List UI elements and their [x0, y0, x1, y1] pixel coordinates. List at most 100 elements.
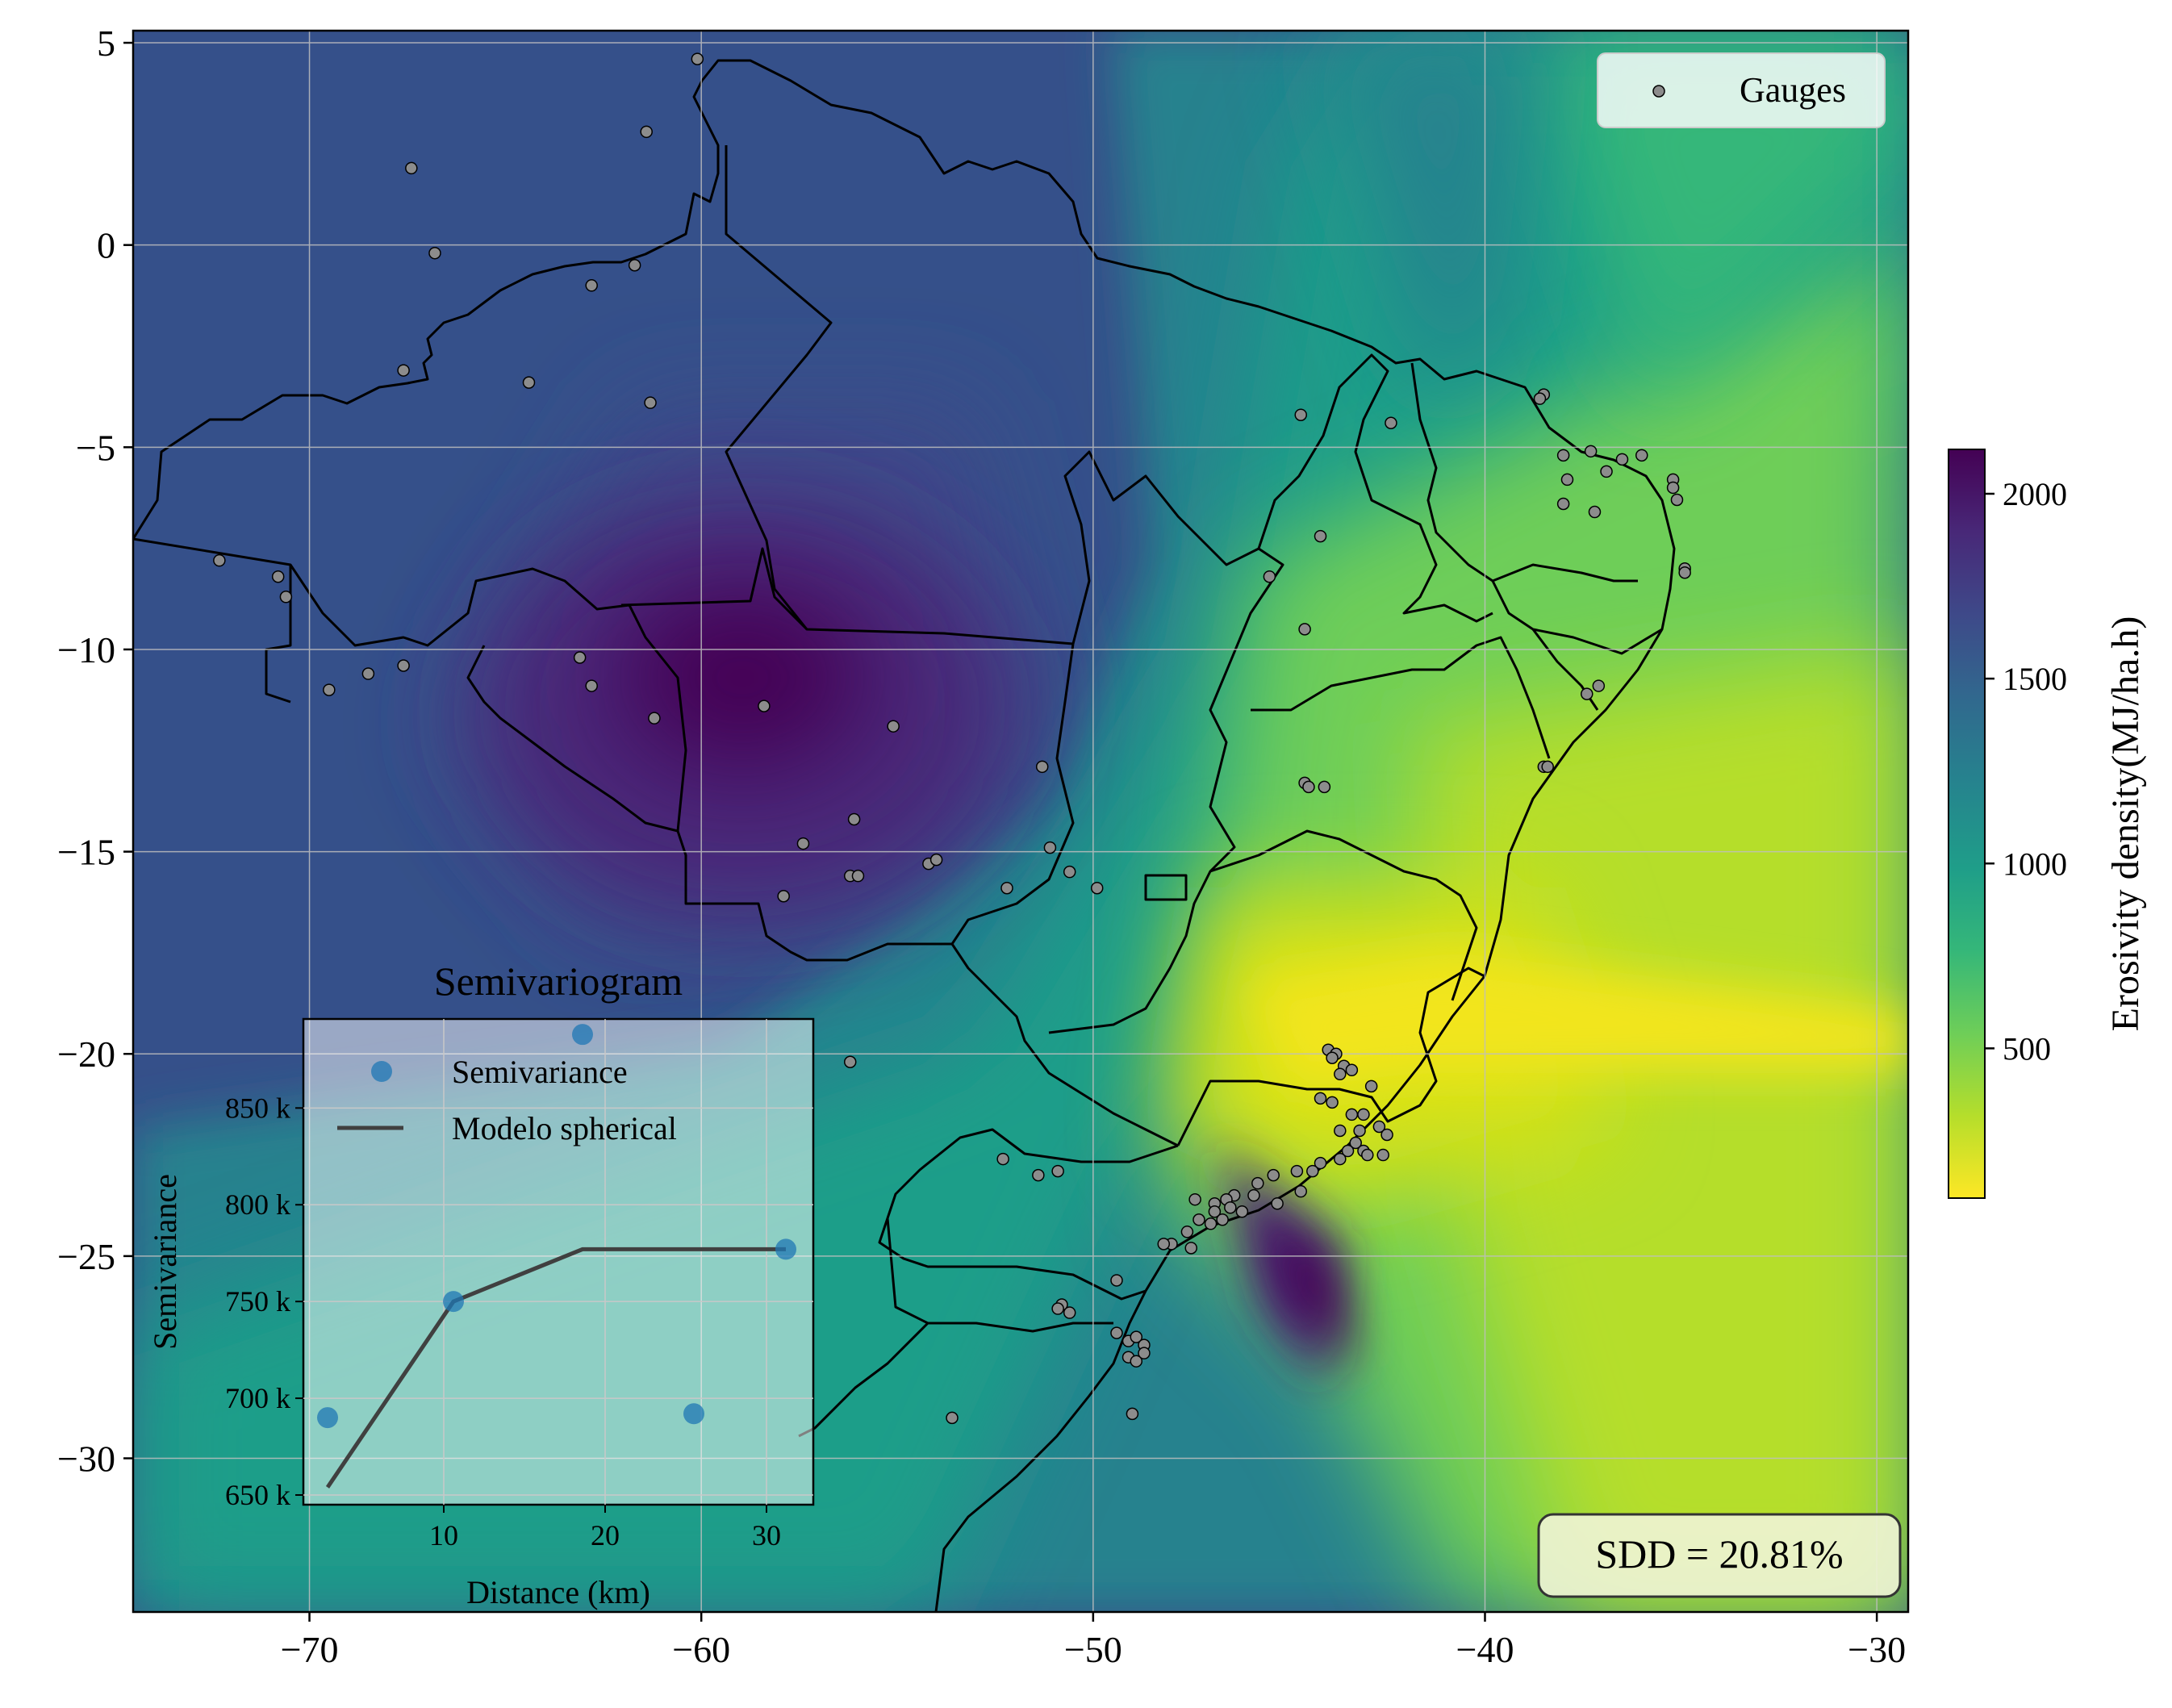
- gauge-marker: [644, 396, 657, 409]
- map-ytick-label: −20: [57, 1034, 115, 1075]
- gauge-marker: [1267, 1168, 1280, 1182]
- gauge-marker: [1138, 1347, 1151, 1359]
- gauge-marker: [1130, 1330, 1143, 1343]
- gauge-marker: [1224, 1201, 1237, 1214]
- map-xtick-label: −50: [1064, 1629, 1122, 1670]
- gauge-marker: [1035, 760, 1049, 774]
- gauge-marker: [1385, 416, 1397, 429]
- gauge-marker: [397, 659, 410, 672]
- gauge-marker: [323, 683, 336, 696]
- map-xtick-label: −70: [281, 1629, 339, 1670]
- gauge-marker: [1556, 449, 1570, 462]
- gauge-marker: [691, 52, 704, 65]
- gauge-marker: [1666, 481, 1680, 495]
- inset-legend-line-label: Modelo spherical: [452, 1110, 677, 1146]
- map-axes-frame: [132, 29, 1910, 1614]
- gauge-marker: [1193, 1213, 1205, 1226]
- gauge-marker: [573, 651, 587, 664]
- semivariance-point: [683, 1403, 704, 1425]
- gauge-marker: [777, 889, 790, 903]
- gauge-marker: [1341, 1144, 1355, 1158]
- gauge-marker: [758, 699, 771, 712]
- gauge-marker: [851, 869, 865, 883]
- semivariance-point: [775, 1238, 796, 1260]
- gauge-marker: [1615, 453, 1629, 466]
- gauge-marker: [1188, 1192, 1201, 1206]
- gauge-marker: [1588, 505, 1602, 519]
- gauge-marker: [1670, 493, 1684, 507]
- gauge-marker: [1635, 449, 1648, 462]
- map-legend: Gauges: [1597, 52, 1886, 128]
- gauge-marker: [271, 570, 285, 583]
- gauge-marker: [1157, 1238, 1171, 1251]
- gauge-marker: [887, 720, 900, 733]
- gauge-markers: [213, 52, 1691, 1425]
- gauge-marker: [1302, 780, 1315, 794]
- gauge-marker: [1334, 1067, 1347, 1081]
- gauge-marker: [1216, 1213, 1229, 1226]
- spherical-model-line: [325, 1247, 786, 1489]
- gauge-marker: [213, 553, 226, 567]
- semivariogram-inset: Semivariogram Distance (km) Semivariance…: [147, 958, 815, 1610]
- gauge-marker: [1314, 1092, 1327, 1105]
- gauge-marker: [1326, 1051, 1339, 1064]
- inset-axes-frame: [302, 1017, 815, 1506]
- colorbar-tick-label: 2000: [2003, 476, 2067, 512]
- gauge-marker: [1043, 841, 1057, 854]
- gauge-marker: [1353, 1124, 1366, 1138]
- gauge-marker: [1541, 760, 1554, 774]
- colorbar-tick-label: 500: [2003, 1030, 2051, 1067]
- gauge-marker: [1126, 1407, 1139, 1421]
- gauge-marker: [1326, 1096, 1339, 1109]
- gauge-marker: [1345, 1108, 1359, 1121]
- map-ytick-label: −5: [76, 427, 115, 468]
- inset-xtick-label: 10: [429, 1519, 458, 1551]
- gauge-marker: [1556, 497, 1570, 511]
- gauge-marker: [1314, 529, 1327, 543]
- semivariance-point: [317, 1407, 338, 1429]
- map-ytick-label: −25: [57, 1236, 115, 1277]
- gauge-marker: [1051, 1164, 1064, 1178]
- map-xtick-label: −60: [672, 1629, 730, 1670]
- inset-ytick-label: 750 k: [225, 1285, 290, 1318]
- gauge-marker: [1581, 687, 1593, 700]
- semivariance-point: [443, 1291, 464, 1313]
- colorbar-tick-label: 1000: [2003, 846, 2067, 882]
- map-gridlines: [133, 31, 1908, 1612]
- map-ytick-label: −15: [57, 832, 115, 873]
- map-xtick-label: −40: [1456, 1629, 1514, 1670]
- gauge-marker: [843, 1055, 857, 1069]
- gauge-marker: [1334, 1124, 1347, 1138]
- colorbar: 500 1000 1500 2000 Erosivity density(MJ/ha.…: [1948, 449, 2147, 1199]
- gauge-marker: [428, 246, 441, 260]
- gauge-marker: [1345, 1063, 1359, 1077]
- gauge-marker: [1051, 1302, 1064, 1315]
- gauge-marker: [1361, 1148, 1374, 1162]
- sdd-label: SDD = 20.81%: [1595, 1531, 1843, 1576]
- gauge-marker: [996, 1152, 1009, 1166]
- gauge-marker: [1376, 1148, 1389, 1162]
- inset-title: Semivariogram: [434, 958, 683, 1004]
- gauge-marker: [1235, 1205, 1249, 1218]
- gauge-marker: [640, 125, 653, 139]
- gauge-marker: [1184, 1242, 1198, 1255]
- gauge-legend-marker-icon: [1652, 85, 1665, 98]
- gauge-marker: [1180, 1226, 1194, 1238]
- gauge-marker: [1110, 1326, 1123, 1339]
- gauge-marker: [1063, 865, 1076, 879]
- inset-xtick-label: 20: [591, 1519, 620, 1551]
- gauge-marker: [796, 837, 810, 850]
- legend-gauges-label: Gauges: [1740, 70, 1846, 110]
- gauge-marker: [1290, 1164, 1304, 1178]
- inset-legend-points-label: Semivariance: [452, 1054, 628, 1090]
- inset-ytick-label: 800 k: [225, 1188, 290, 1221]
- gauge-marker: [1298, 623, 1311, 636]
- gauge-marker: [397, 364, 410, 377]
- gauge-marker: [585, 279, 598, 292]
- state-borders: [133, 59, 1676, 1612]
- colorbar-ticks: 500 1000 1500 2000: [1985, 476, 2067, 1067]
- gauge-marker: [1349, 1136, 1362, 1150]
- colorbar-gradient: [1948, 449, 1986, 1199]
- gauge-marker: [361, 667, 375, 680]
- gauge-marker: [1600, 465, 1613, 478]
